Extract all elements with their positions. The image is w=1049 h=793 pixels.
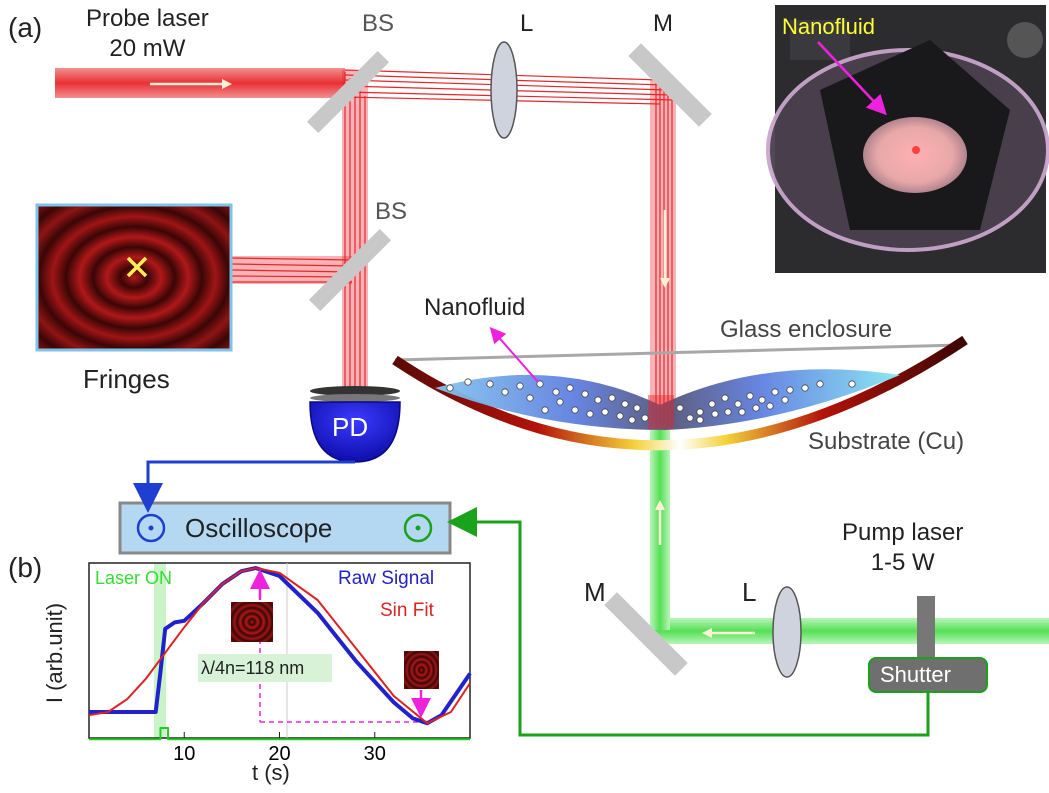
pump-laser-label: Pump laser 1-5 W [842, 518, 963, 578]
probe-laser-power: 20 mW [109, 35, 186, 62]
laser-on-label: Laser ON [95, 568, 173, 588]
nanoparticle [446, 384, 454, 392]
nanoparticle [758, 396, 766, 404]
nanoparticle [676, 404, 684, 412]
series-sin-fit [88, 567, 471, 725]
fringes-image [35, 203, 233, 352]
nanofluid-pointer [489, 326, 539, 383]
panel-b-label: (b) [8, 552, 43, 583]
nanoparticle [581, 390, 589, 398]
nanoparticle [848, 380, 856, 388]
x-axis-label: t (s) [252, 760, 290, 785]
legend-raw-signal: Raw Signal [338, 568, 435, 589]
beam-splitter-mid [308, 228, 392, 312]
beam-splitter-top [306, 50, 390, 134]
pd-label: PD [332, 412, 369, 442]
nanoparticle [571, 406, 579, 414]
probe-beam [55, 68, 676, 425]
nanoparticle [628, 416, 636, 424]
nanoparticle [616, 412, 624, 420]
nanoparticle [641, 414, 649, 422]
nanoparticle [752, 404, 760, 412]
pump-beam [650, 430, 1049, 644]
nanoparticle [464, 378, 472, 386]
oscilloscope-label: Oscilloscope [185, 513, 333, 543]
nanoparticle [816, 380, 824, 388]
nanoparticle [686, 414, 694, 422]
nanoparticle [556, 398, 564, 406]
nanoparticle [541, 406, 549, 414]
bs-mid-label: BS [375, 198, 408, 225]
annotation-label: λ/4n=118 nm [201, 658, 305, 678]
fringe-thumb-max [231, 602, 273, 642]
nanoparticle [696, 408, 704, 416]
mirror-bottom [604, 592, 688, 676]
shutter-label: Shutter [880, 662, 951, 687]
lens-top-label: L [520, 10, 534, 37]
shutter-blade [917, 596, 935, 658]
nanoparticle [801, 384, 809, 392]
nanoparticle [552, 388, 560, 396]
mirror-top [628, 43, 712, 127]
glass-enclosure-label: Glass enclosure [720, 316, 893, 343]
mirror-bottom-label: M [584, 577, 606, 607]
substrate-label: Substrate (Cu) [808, 428, 965, 455]
x-tick-label: 30 [364, 743, 386, 765]
nanoparticle [771, 388, 779, 396]
nanoparticle [633, 404, 641, 412]
nanoparticle [566, 384, 574, 392]
probe-laser-label: Probe laser 20 mW [86, 4, 209, 64]
lens-bottom-label: L [742, 577, 757, 607]
nanoparticle [766, 402, 774, 410]
nanoparticle [708, 400, 716, 408]
panel-a-label: (a) [8, 12, 43, 43]
nanoparticle [601, 408, 609, 416]
nanoparticle [711, 410, 719, 418]
nanoparticle [586, 410, 594, 418]
probe-laser-title: Probe laser [86, 5, 209, 32]
lens-top [490, 41, 518, 139]
nanoparticle [536, 380, 544, 388]
nanoparticle [724, 408, 732, 416]
nanoparticle [721, 394, 729, 402]
nanoparticle [781, 396, 789, 404]
shutter-wire [447, 507, 930, 737]
bs-top-label: BS [362, 10, 395, 37]
annotation-box [198, 654, 332, 682]
sample-cell [392, 335, 968, 451]
fringes-label: Fringes [83, 364, 170, 394]
nanoparticle [501, 388, 509, 396]
y-axis-label: I (arb.unit) [42, 602, 67, 704]
series-raw-signal [89, 566, 472, 726]
pump-laser-power: 1-5 W [870, 549, 935, 576]
nanofluid-label: Nanofluid [424, 294, 526, 321]
nanoparticle [594, 396, 602, 404]
mirror-top-label: M [653, 10, 673, 37]
nanoparticle [608, 394, 616, 402]
lens-bottom [772, 586, 802, 678]
pd-wire [133, 460, 355, 513]
nanofluid-photo [766, 5, 1049, 273]
shutter-box [868, 657, 988, 693]
nanoparticle [516, 382, 524, 390]
fringe-thumb-min [404, 651, 439, 689]
nanoparticle [696, 416, 704, 424]
nanoparticle [526, 394, 534, 402]
pump-laser-title: Pump laser [842, 519, 964, 546]
nanoparticle [486, 380, 494, 388]
nanoparticle [734, 400, 742, 408]
nanoparticle [738, 408, 746, 416]
chart-b: 10 20 30 [88, 562, 472, 765]
nanoparticle [786, 386, 794, 394]
series-laser-on [89, 727, 470, 741]
nanoparticle [621, 400, 629, 408]
x-tick-label: 10 [173, 743, 195, 765]
legend-sin-fit: Sin Fit [380, 600, 434, 621]
x-tick-label: 20 [268, 743, 290, 765]
photo-nanofluid-label: Nanofluid [782, 14, 875, 39]
nanoparticle [746, 392, 754, 400]
photodetector [309, 386, 401, 463]
